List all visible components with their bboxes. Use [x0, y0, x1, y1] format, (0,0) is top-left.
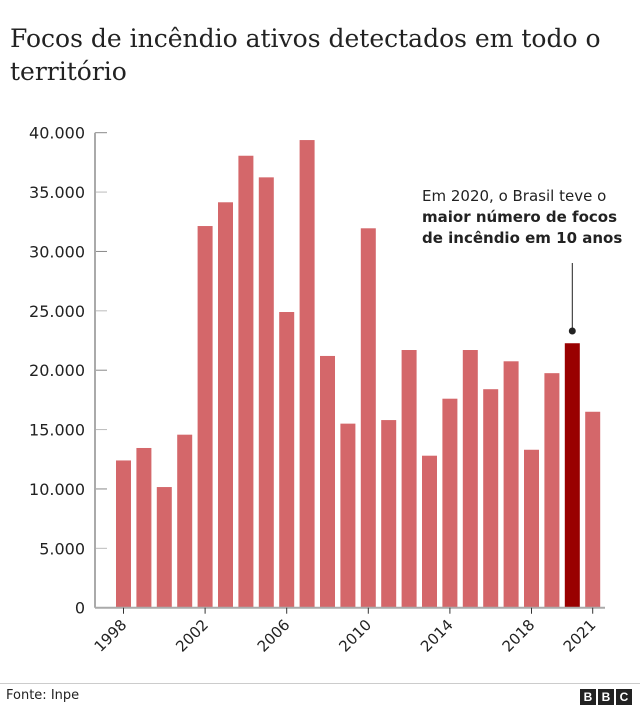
annotation-pointer-dot	[568, 327, 576, 335]
x-tick-label: 2021	[560, 616, 600, 656]
y-tick-label: 15.000	[29, 421, 85, 440]
bar-2013	[422, 455, 437, 608]
bar-2001	[177, 434, 193, 608]
bar-1999	[136, 447, 152, 608]
x-tick-label: 2014	[417, 616, 457, 656]
bar-2017	[503, 361, 519, 608]
bar-2016	[483, 389, 499, 608]
y-tick-label: 30.000	[29, 242, 85, 261]
bar-2008	[320, 355, 335, 608]
y-tick-label: 0	[75, 599, 85, 618]
chart-title: Focos de incêndio ativos detectados em t…	[10, 24, 601, 86]
annotation-line-2: maior número de focos	[422, 208, 617, 226]
footer-divider	[0, 683, 640, 684]
bar-2002	[197, 226, 213, 608]
x-tick-label: 2010	[335, 616, 375, 656]
bar-2015	[462, 350, 478, 608]
bar-2004	[238, 155, 254, 608]
source-note: Fonte: Inpe	[6, 688, 80, 703]
y-tick-label: 5.000	[39, 539, 85, 558]
y-tick-label: 20.000	[29, 361, 85, 380]
bar-2019	[544, 373, 560, 608]
bar-2006	[279, 312, 295, 608]
bar-2014	[442, 398, 458, 608]
annotation: Em 2020, o Brasil teve o maior número de…	[422, 186, 622, 249]
y-tick-label: 35.000	[29, 183, 85, 202]
bar-2011	[381, 420, 397, 608]
y-tick-label: 40.000	[29, 124, 85, 143]
y-tick-label: 25.000	[29, 302, 85, 321]
annotation-line-1: Em 2020, o Brasil teve o	[422, 187, 607, 205]
bar-2018	[524, 449, 539, 608]
bar-2003	[218, 202, 233, 608]
y-tick-label: 10.000	[29, 480, 85, 499]
x-tick-label: 2002	[172, 616, 212, 656]
bar-2010	[360, 228, 376, 608]
bar-2012	[401, 350, 417, 608]
x-tick-label: 1998	[91, 616, 131, 656]
bar-chart: 0 5.000 10.000 15.000 20.000 25.000 30.000 35.0…	[29, 124, 605, 656]
bar-2005	[258, 177, 274, 608]
bar-2000	[156, 487, 172, 608]
bar-1998	[116, 460, 131, 608]
bar-2007	[299, 140, 315, 608]
annotation-line-3: de incêndio em 10 anos	[422, 229, 623, 247]
x-tick-label: 2006	[254, 616, 294, 656]
bar-2021	[585, 411, 601, 608]
bar-2020	[564, 343, 580, 608]
bar-2009	[340, 423, 356, 608]
x-tick-label: 2018	[499, 616, 539, 656]
